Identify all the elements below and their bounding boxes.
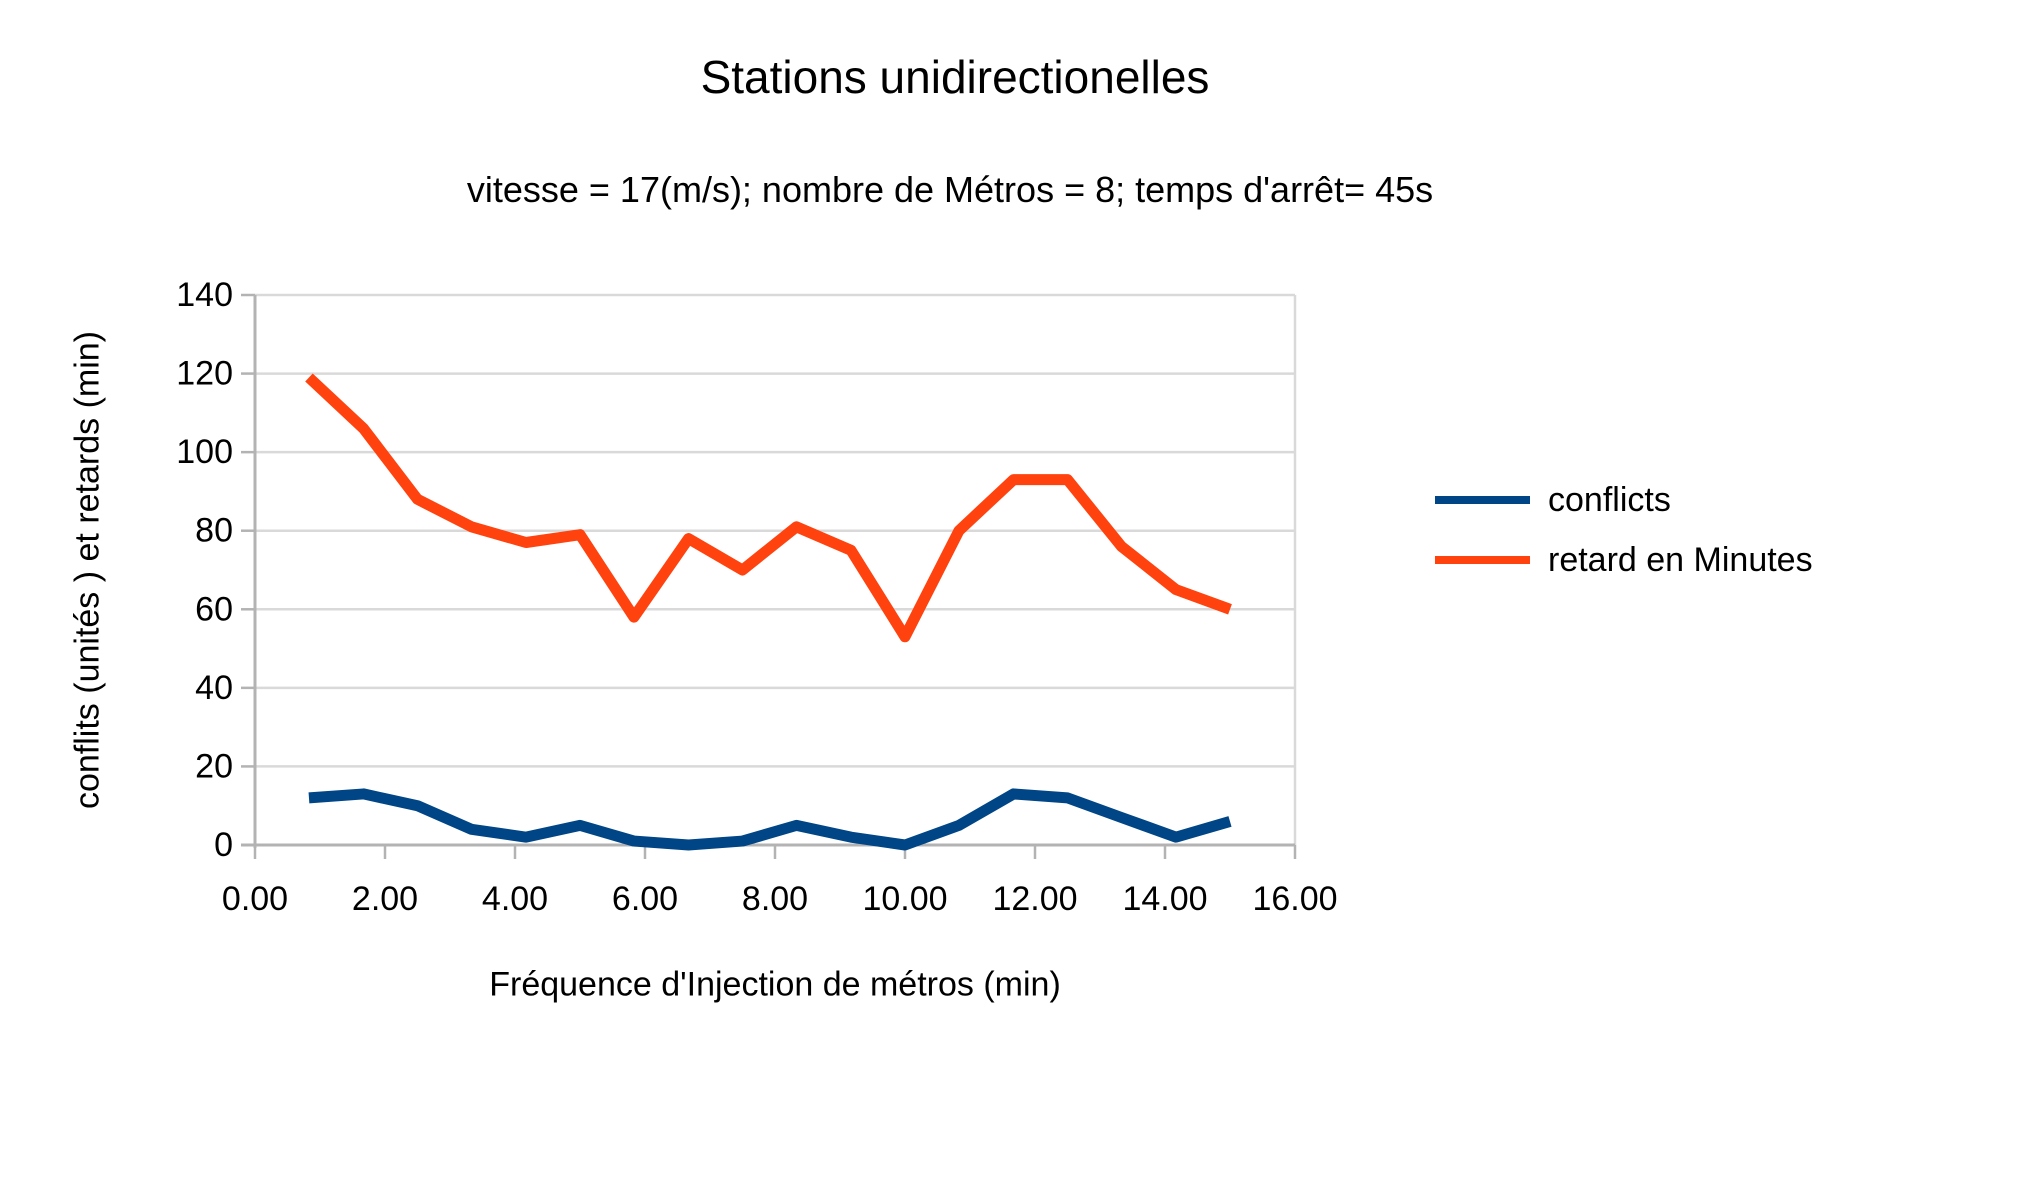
x-tick-label-6: 6.00 bbox=[612, 880, 678, 918]
y-tick-label-20: 20 bbox=[195, 747, 233, 785]
y-tick-label-140: 140 bbox=[176, 276, 233, 314]
legend-label-conflicts: conflicts bbox=[1548, 480, 1671, 519]
x-tick-label-0: 0.00 bbox=[222, 880, 288, 918]
legend-swatch-retard bbox=[1435, 556, 1530, 564]
y-tick-label-100: 100 bbox=[176, 433, 233, 471]
legend-swatch-conflicts bbox=[1435, 496, 1530, 504]
chart-title: Stations unidirectionelles bbox=[700, 51, 1210, 103]
legend: conflicts retard en Minutes bbox=[1435, 470, 1813, 590]
x-tick-label-10: 10.00 bbox=[862, 880, 947, 918]
x-tick-label-16: 16.00 bbox=[1252, 880, 1337, 918]
legend-label-retard: retard en Minutes bbox=[1548, 540, 1813, 579]
x-tick-label-12: 12.00 bbox=[992, 880, 1077, 918]
y-tick-label-40: 40 bbox=[195, 669, 233, 707]
chart-subtitle: vitesse = 17(m/s); nombre de Métros = 8;… bbox=[466, 169, 1434, 210]
y-tick-label-60: 60 bbox=[195, 590, 233, 628]
x-tick-label-4: 4.00 bbox=[482, 880, 548, 918]
y-tick-label-120: 120 bbox=[176, 355, 233, 393]
series-line-retard-en-Minutes bbox=[305, 373, 1232, 643]
x-tick-label-14: 14.00 bbox=[1122, 880, 1207, 918]
y-tick-label-0: 0 bbox=[214, 826, 233, 864]
x-axis-title: Fréquence d'Injection de métros (min) bbox=[489, 965, 1061, 1004]
x-tick-label-8: 8.00 bbox=[742, 880, 808, 918]
y-tick-label-80: 80 bbox=[195, 512, 233, 550]
x-tick-label-2: 2.00 bbox=[352, 880, 418, 918]
legend-row-retard: retard en Minutes bbox=[1435, 530, 1813, 590]
legend-row-conflicts: conflicts bbox=[1435, 470, 1813, 530]
series-line-conflicts bbox=[308, 788, 1232, 851]
